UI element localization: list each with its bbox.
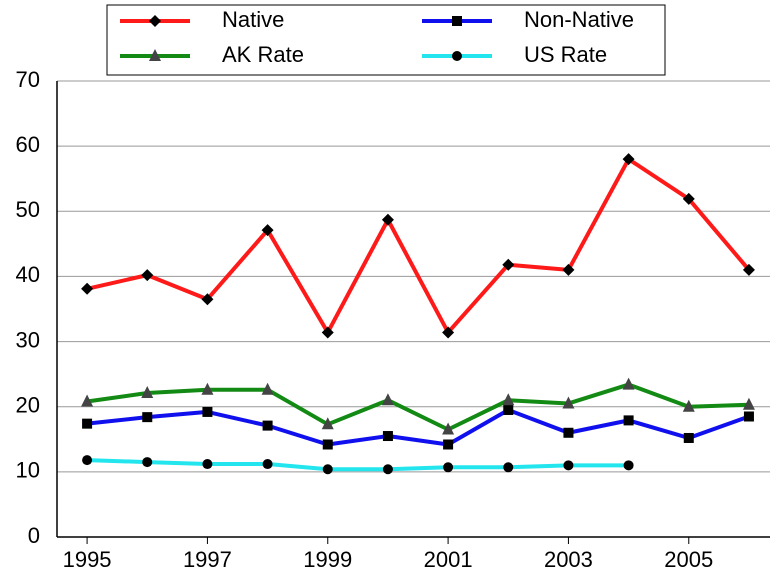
y-tick-label: 40: [16, 262, 40, 287]
marker: [382, 431, 393, 442]
marker: [381, 393, 394, 406]
series-line: [86, 407, 750, 447]
x-tick-label: 1999: [303, 547, 352, 572]
series-line: [86, 382, 750, 432]
marker: [442, 326, 455, 339]
y-tick-label: 10: [16, 458, 40, 483]
marker: [682, 399, 695, 412]
marker: [261, 224, 274, 237]
x-tick-label: 2001: [424, 547, 473, 572]
marker: [502, 258, 515, 271]
y-tick-label: 50: [16, 197, 40, 222]
marker: [682, 192, 695, 205]
marker: [443, 439, 454, 450]
marker: [562, 396, 575, 409]
marker: [563, 460, 574, 471]
marker: [622, 153, 635, 166]
marker: [321, 326, 334, 339]
marker: [683, 432, 694, 443]
series-line: [86, 157, 751, 335]
marker: [502, 393, 515, 406]
marker: [381, 213, 394, 226]
marker: [142, 457, 153, 468]
marker: [141, 386, 154, 399]
marker: [201, 382, 214, 395]
y-tick-label: 70: [16, 67, 40, 92]
legend-box: [106, 4, 666, 76]
marker: [623, 415, 634, 426]
marker: [503, 462, 514, 473]
marker: [443, 462, 454, 473]
marker: [82, 455, 93, 466]
marker: [322, 439, 333, 450]
marker: [261, 382, 274, 395]
marker: [452, 16, 462, 26]
marker: [562, 263, 575, 276]
marker: [322, 464, 333, 475]
marker: [623, 460, 634, 471]
marker: [81, 394, 94, 407]
legend-label: Non-Native: [524, 7, 634, 32]
legend-label: Native: [222, 7, 284, 32]
marker: [142, 412, 153, 423]
legend-label: US Rate: [524, 42, 607, 67]
x-tick-label: 2003: [544, 547, 593, 572]
x-tick-label: 1995: [63, 547, 112, 572]
legend-label: AK Rate: [222, 42, 304, 67]
marker: [442, 422, 455, 435]
x-tick-label: 1997: [183, 547, 232, 572]
marker: [743, 411, 754, 422]
marker: [622, 377, 635, 390]
y-tick-label: 20: [16, 393, 40, 418]
y-tick-label: 60: [16, 132, 40, 157]
marker: [81, 282, 94, 295]
marker: [382, 464, 393, 475]
marker: [82, 418, 93, 429]
marker: [321, 417, 334, 430]
marker: [202, 459, 213, 470]
marker: [201, 293, 214, 306]
marker: [262, 459, 273, 470]
marker: [563, 427, 574, 438]
x-tick-label: 2005: [664, 547, 713, 572]
marker: [742, 397, 755, 410]
y-tick-label: 30: [16, 327, 40, 352]
marker: [503, 404, 514, 415]
marker: [742, 263, 755, 276]
marker: [452, 51, 462, 61]
marker: [149, 15, 161, 27]
marker: [149, 49, 161, 61]
series-line: [87, 458, 629, 472]
marker: [262, 420, 273, 431]
marker: [202, 406, 213, 417]
marker: [141, 269, 154, 282]
y-tick-label: 0: [28, 523, 40, 548]
